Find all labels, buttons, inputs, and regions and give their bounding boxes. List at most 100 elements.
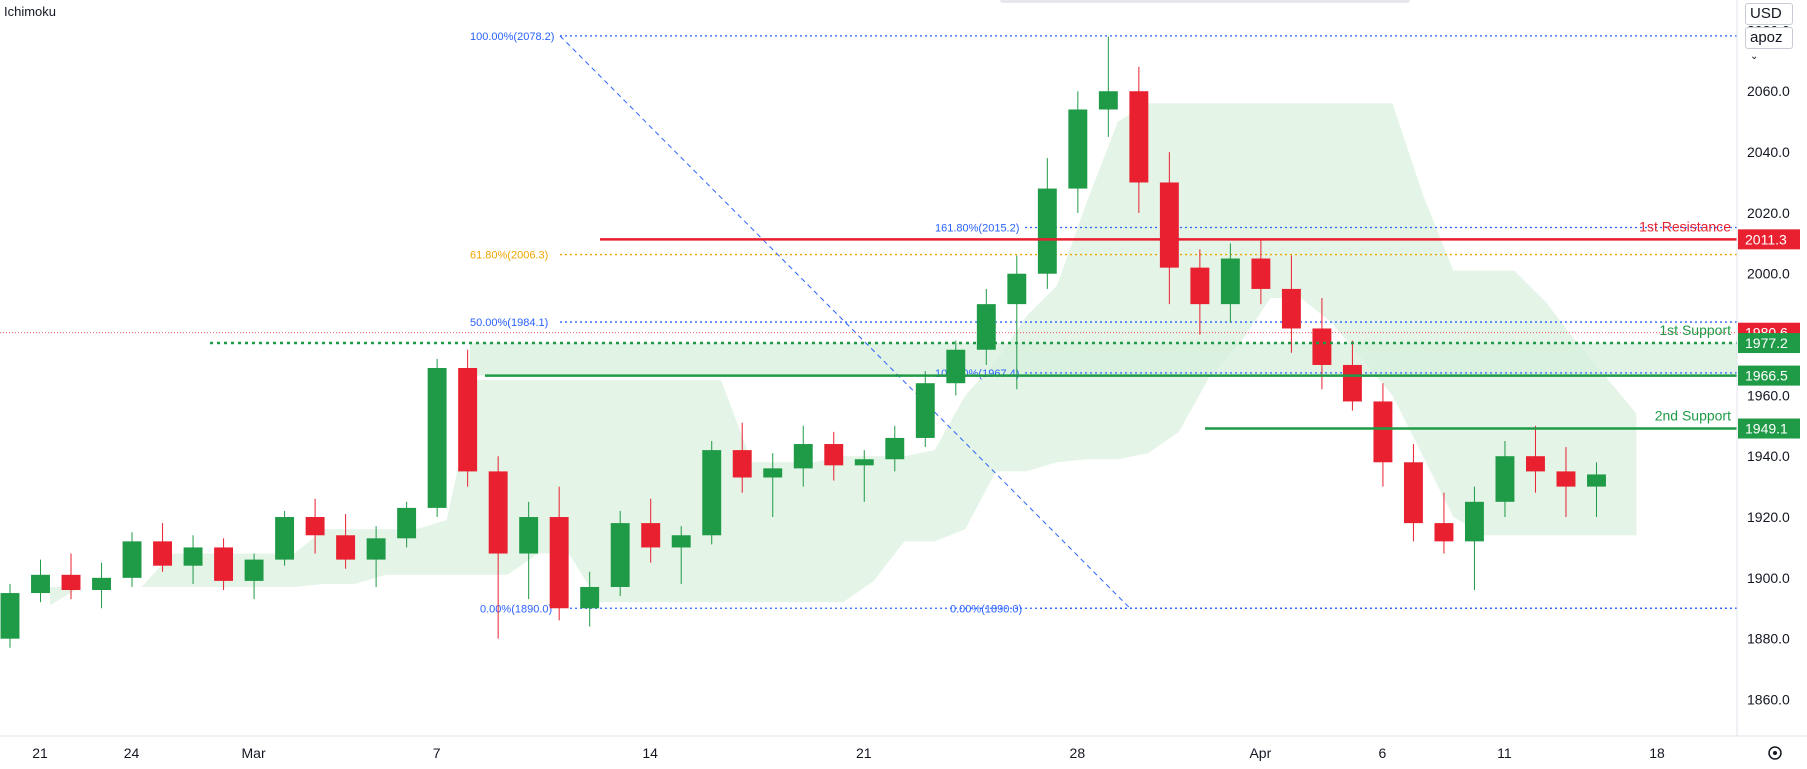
chevron-down-icon: ⌄ xyxy=(1750,51,1759,62)
gear-ring xyxy=(1768,746,1782,760)
x-tick-label: 24 xyxy=(124,745,140,761)
fib-label: 100.00%(2078.2) xyxy=(470,31,554,43)
y-tick-label: 2020.0 xyxy=(1747,205,1790,221)
key-levels: 1st Resistance 1st Support 2nd Support xyxy=(210,218,1737,430)
ichimoku-cloud xyxy=(50,103,1737,606)
candle-body xyxy=(1190,267,1210,305)
candle-body xyxy=(1251,258,1271,289)
candle-body xyxy=(397,507,417,539)
currency-label: USD xyxy=(1750,5,1782,22)
candle-body xyxy=(1342,364,1362,402)
fib-label: 161.80%(2015.2) xyxy=(935,222,1019,234)
scale-button[interactable]: apoz ⌄ xyxy=(1745,27,1793,62)
price-badge xyxy=(1738,418,1800,439)
candle-body xyxy=(122,541,142,578)
candle-body xyxy=(610,523,630,587)
candle-body xyxy=(1587,474,1606,487)
candle-body xyxy=(214,547,234,581)
y-tick-label: 2060.0 xyxy=(1747,83,1790,99)
candle-body xyxy=(763,468,783,478)
fib-label: 61.80%(2006.3) xyxy=(470,250,548,262)
price-badge xyxy=(1738,365,1800,386)
candle-body xyxy=(1526,456,1545,472)
candle-body xyxy=(915,383,935,438)
fib-label: 0.00%(1890.0) xyxy=(480,603,552,615)
x-tick-label: 11 xyxy=(1497,745,1512,761)
y-tick-label: 1960.0 xyxy=(1747,387,1790,403)
price-badge-label: 2011.3 xyxy=(1745,231,1787,247)
x-tick-label: 14 xyxy=(642,745,658,761)
x-tick-label: Mar xyxy=(242,745,266,761)
cloud-area xyxy=(50,103,1637,606)
candle-body xyxy=(1556,471,1576,487)
candle-body xyxy=(854,459,874,466)
y-tick-label: 1880.0 xyxy=(1747,631,1790,647)
candle-body xyxy=(305,517,325,536)
candle-body xyxy=(336,535,356,560)
candle-body xyxy=(519,517,539,554)
x-tick-label: 7 xyxy=(433,745,441,761)
candle-body xyxy=(366,538,386,560)
candle-body xyxy=(1129,91,1149,183)
fib-label: 50.00%(1984.1) xyxy=(470,317,548,329)
x-tick-label: Apr xyxy=(1249,745,1271,761)
candle-body xyxy=(1464,501,1484,542)
candle-body xyxy=(732,450,752,478)
x-tick-label: 21 xyxy=(856,745,872,761)
x-tick-label: 21 xyxy=(32,745,48,761)
candle-body xyxy=(946,349,966,384)
candle-body xyxy=(1373,401,1393,463)
candle-body xyxy=(885,437,905,460)
candle-body xyxy=(549,517,569,609)
x-tick-label: 6 xyxy=(1379,745,1387,761)
candle-body xyxy=(1281,288,1301,329)
candle-body xyxy=(580,586,600,609)
candle-body xyxy=(976,304,996,350)
currency-button[interactable]: USD ⌄ xyxy=(1745,3,1793,38)
y-tick-label: 1860.0 xyxy=(1747,692,1790,708)
price-badge xyxy=(1738,333,1800,354)
y-tick-label: 1900.0 xyxy=(1747,570,1790,586)
candle-body xyxy=(92,577,111,591)
x-tick-label: 28 xyxy=(1070,745,1086,761)
candle-body xyxy=(275,517,295,560)
scale-label: apoz xyxy=(1750,29,1783,46)
candle-body xyxy=(793,444,813,469)
y-tick-label: 1920.0 xyxy=(1747,509,1790,525)
candle-body xyxy=(0,593,20,639)
candle-body xyxy=(1098,91,1118,110)
y-tick-label: 1940.0 xyxy=(1747,448,1790,464)
candle-body xyxy=(1495,456,1515,502)
candle-body xyxy=(61,574,81,591)
candle-body xyxy=(1312,328,1332,365)
candle-body xyxy=(153,541,173,566)
fib-label: 0.00%(1890.0) xyxy=(950,603,1022,615)
top-toolbar-handle[interactable] xyxy=(1000,0,1410,3)
level-name: 1st Support xyxy=(1659,322,1731,338)
price-badge-label: 1966.5 xyxy=(1745,368,1788,384)
candles xyxy=(0,36,1606,648)
candle-body xyxy=(641,523,661,548)
candle-body xyxy=(427,368,447,508)
y-tick-label: 2000.0 xyxy=(1747,266,1790,282)
level-name: 1st Resistance xyxy=(1639,218,1731,234)
candle-body xyxy=(1068,109,1088,189)
candle-body xyxy=(1159,182,1179,268)
price-badge-label: 1949.1 xyxy=(1745,421,1788,437)
candle-body xyxy=(1220,258,1240,305)
candle-body xyxy=(1434,523,1454,542)
candle-body xyxy=(1403,462,1423,524)
candle-body xyxy=(488,471,508,554)
candle-body xyxy=(824,444,844,466)
gear-hub xyxy=(1773,751,1777,755)
price-badge-label: 1977.2 xyxy=(1745,335,1788,351)
candle-body xyxy=(183,547,203,566)
level-name: 2nd Support xyxy=(1655,408,1731,424)
candle-body xyxy=(31,574,50,594)
x-tick-label: 18 xyxy=(1649,745,1665,761)
candle-body xyxy=(458,368,478,472)
candle-body xyxy=(671,535,691,548)
candle-body xyxy=(244,559,264,581)
